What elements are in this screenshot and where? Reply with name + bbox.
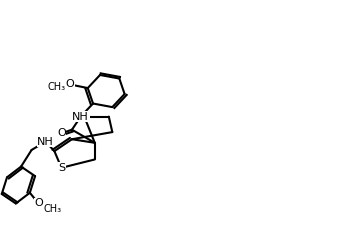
Text: CH₃: CH₃: [44, 204, 62, 214]
Text: NH: NH: [72, 112, 89, 122]
Text: CH₃: CH₃: [47, 82, 65, 92]
Text: S: S: [58, 163, 65, 173]
Text: O: O: [66, 79, 74, 89]
Text: O: O: [57, 128, 66, 138]
Text: O: O: [34, 198, 43, 208]
Text: NH: NH: [37, 137, 54, 147]
